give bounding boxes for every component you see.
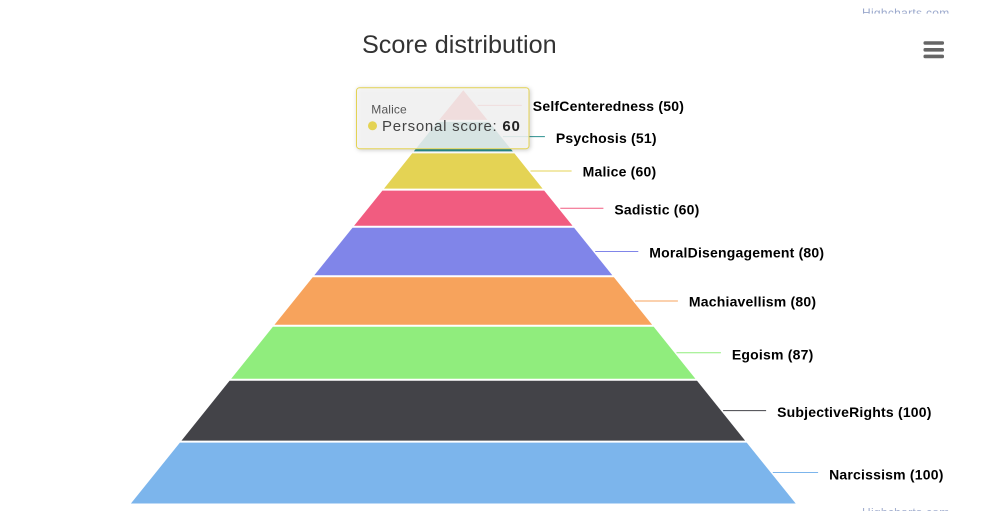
svg-text:Highcharts.com: Highcharts.com — [862, 506, 950, 511]
svg-text:Machiavellism (80): Machiavellism (80) — [689, 293, 816, 309]
svg-text:MoralDisengagement (80): MoralDisengagement (80) — [649, 245, 824, 261]
svg-text:Malice: Malice — [371, 102, 407, 116]
svg-text:SelfCenteredness (50): SelfCenteredness (50) — [533, 98, 684, 114]
svg-text:Egoism (87): Egoism (87) — [732, 346, 814, 362]
svg-text:Malice (60): Malice (60) — [583, 163, 657, 179]
svg-text:Narcissism (100): Narcissism (100) — [829, 467, 944, 483]
svg-text:Highcharts.com: Highcharts.com — [862, 6, 950, 20]
svg-text:Score distribution: Score distribution — [362, 31, 557, 59]
svg-text:Sadistic (60): Sadistic (60) — [614, 202, 699, 218]
svg-text:Personal score: 60: Personal score: 60 — [382, 118, 521, 135]
svg-text:Psychosis (51): Psychosis (51) — [556, 130, 657, 146]
svg-text:SubjectiveRights (100): SubjectiveRights (100) — [777, 404, 932, 420]
